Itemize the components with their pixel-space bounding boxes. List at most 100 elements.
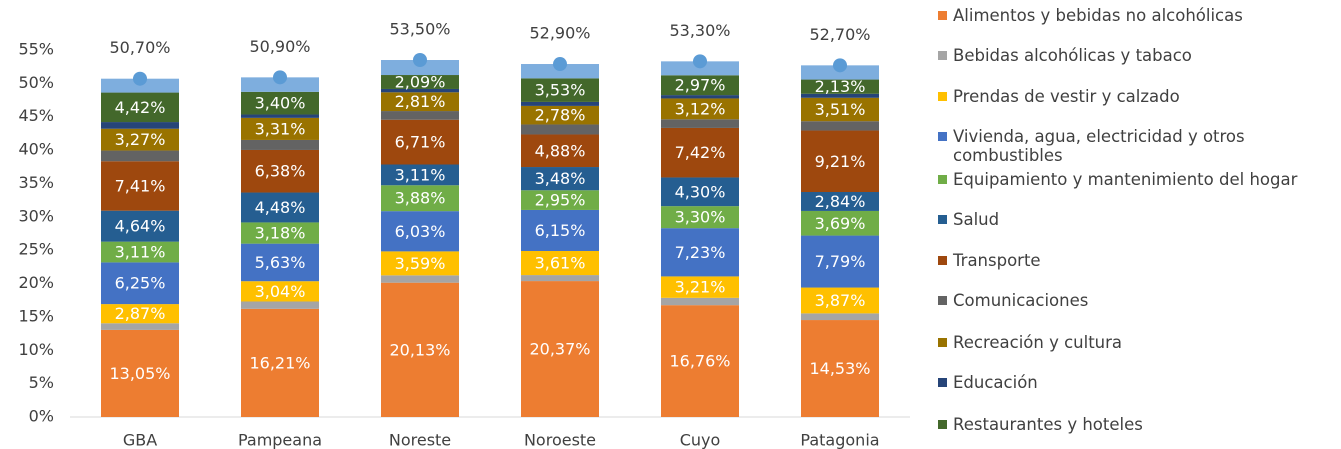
legend-swatch	[938, 338, 947, 347]
value-label: 7,41%	[115, 176, 166, 195]
total-marker	[273, 70, 287, 85]
legend-item: Educación	[938, 373, 1333, 392]
bar-segment	[381, 92, 459, 112]
bar-segment	[381, 75, 459, 89]
bar-segment	[801, 235, 879, 288]
bar-segment	[521, 78, 599, 102]
bar-segment	[521, 281, 599, 417]
bar-segment	[521, 124, 599, 135]
bar-segment	[381, 282, 459, 417]
total-label: 50,90%	[249, 37, 310, 56]
y-tick-label: 15%	[18, 306, 54, 325]
bar-segment	[801, 287, 879, 314]
legend-swatch	[938, 11, 947, 20]
bar-segment	[381, 164, 459, 186]
value-label: 6,25%	[115, 274, 166, 293]
legend-item: Recreación y cultura	[938, 333, 1333, 352]
total-marker	[693, 54, 707, 69]
value-label: 7,79%	[815, 252, 866, 271]
bar-segment	[801, 121, 879, 131]
bar-segment	[241, 308, 319, 417]
y-tick-label: 25%	[18, 240, 54, 259]
value-label: 6,38%	[255, 162, 306, 181]
legend-item: Bebidas alcohólicas y tabaco	[938, 46, 1333, 65]
total-marker	[133, 71, 147, 86]
value-label: 3,69%	[815, 214, 866, 233]
value-label: 3,53%	[535, 81, 586, 100]
legend-item: Alimentos y bebidas no alcohólicas	[938, 6, 1333, 25]
legend-item: Equipamiento y mantenimiento del hogar	[938, 170, 1333, 189]
bar-segment	[241, 301, 319, 309]
y-tick-label: 10%	[18, 340, 54, 359]
bar-segment	[241, 281, 319, 302]
bar-segment	[101, 323, 179, 330]
value-label: 20,13%	[389, 340, 450, 359]
value-label: 3,51%	[815, 100, 866, 119]
legend-swatch	[938, 175, 947, 184]
legend-label: Vivienda, agua, electricidad y otros com…	[953, 127, 1245, 165]
bar-segment	[801, 210, 879, 236]
legend-label: Comunicaciones	[953, 291, 1089, 310]
value-label: 2,13%	[815, 77, 866, 96]
value-label: 3,30%	[675, 208, 726, 227]
bar-segment	[381, 60, 459, 76]
bar-segment	[241, 222, 319, 244]
value-label: 3,59%	[395, 254, 446, 273]
bar-segment	[381, 119, 459, 165]
bar-segment	[101, 161, 179, 211]
y-tick-label: 40%	[18, 140, 54, 159]
bar-segment	[801, 97, 879, 122]
legend-label: Educación	[953, 373, 1038, 392]
legend-item: Comunicaciones	[938, 291, 1333, 310]
value-label: 16,76%	[669, 352, 730, 371]
total-label: 50,70%	[109, 38, 170, 57]
value-label: 2,81%	[395, 92, 446, 111]
total-label: 53,50%	[389, 20, 450, 39]
bar-segment	[241, 149, 319, 193]
bar-segment	[101, 150, 179, 162]
bar-segment	[521, 250, 599, 276]
value-label: 4,88%	[535, 141, 586, 160]
bar-segment	[241, 117, 319, 140]
x-tick-label: Noroeste	[524, 431, 596, 449]
value-label: 3,21%	[675, 278, 726, 297]
bar-segment	[661, 276, 739, 298]
bar-segment	[661, 127, 739, 178]
y-tick-label: 5%	[29, 373, 54, 392]
value-label: 3,48%	[535, 169, 586, 188]
legend-label: Recreación y cultura	[953, 333, 1123, 352]
x-tick-label: Pampeana	[238, 431, 322, 449]
value-label: 2,97%	[675, 76, 726, 95]
bar-segment	[521, 64, 599, 79]
bar-segment	[801, 65, 879, 80]
legend-label: Equipamiento y mantenimiento del hogar	[953, 170, 1298, 189]
value-label: 14,53%	[809, 359, 870, 378]
value-label: 3,87%	[815, 291, 866, 310]
bar-segment	[661, 228, 739, 277]
bar-segment	[381, 88, 459, 93]
legend-item: Transporte	[938, 251, 1333, 270]
bar-segment	[101, 122, 179, 129]
bar-segment	[801, 93, 879, 98]
bar-segment	[241, 243, 319, 282]
bar-segment	[101, 92, 179, 123]
value-label: 4,42%	[115, 98, 166, 117]
value-label: 3,11%	[395, 165, 446, 184]
value-label: 6,03%	[395, 222, 446, 241]
legend-item: Vivienda, agua, electricidad y otros com…	[938, 127, 1333, 165]
total-marker	[833, 58, 847, 73]
bar-segment	[101, 304, 179, 324]
chart: 0% 5% 10% 15% 20% 25% 30% 35% 40% 45% 50% 55% GBA 13,…	[18, 20, 910, 449]
bar-segment	[521, 167, 599, 191]
value-label: 13,05%	[109, 364, 170, 383]
legend-label: Transporte	[953, 251, 1041, 270]
value-label: 7,42%	[675, 143, 726, 162]
legend-label: Prendas de vestir y calzado	[953, 87, 1180, 106]
legend-item: Restaurantes y hoteles	[938, 415, 1333, 434]
bar-segment	[521, 105, 599, 125]
x-tick-label: Cuyo	[680, 431, 721, 449]
value-label: 3,27%	[115, 130, 166, 149]
value-label: 4,30%	[675, 182, 726, 201]
value-label: 6,71%	[395, 133, 446, 152]
